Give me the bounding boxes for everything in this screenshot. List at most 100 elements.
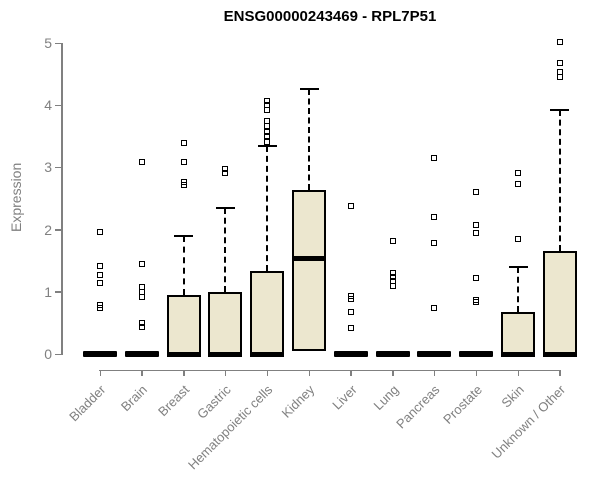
upper-whisker (266, 146, 269, 272)
x-tick-label: Bladder (66, 382, 109, 425)
outlier-point (556, 73, 563, 80)
upper-whisker (182, 235, 185, 295)
outlier-point (264, 133, 271, 140)
outlier-point (515, 235, 521, 242)
outlier-point (347, 296, 354, 303)
box-skin (501, 312, 535, 354)
chart-title: ENSG00000243469 - RPL7P51 (223, 8, 437, 25)
outlier-point (347, 308, 354, 315)
y-tick-label: 2 (44, 221, 52, 238)
x-tick (308, 369, 310, 376)
outlier-point (264, 128, 271, 135)
x-tick (141, 369, 143, 376)
outlier-point (389, 269, 396, 276)
outlier-point (473, 229, 480, 236)
outlier-point (389, 282, 396, 289)
outlier-point (389, 273, 396, 280)
flat-box-pancreas (417, 351, 452, 357)
outlier-point (138, 159, 145, 166)
outlier-point (389, 237, 396, 244)
box-breast (166, 294, 201, 354)
x-tick-label: Liver (328, 382, 360, 413)
outlier-point (515, 180, 521, 187)
outlier-point (515, 169, 521, 176)
outlier-point (97, 229, 103, 236)
median-line (501, 351, 535, 357)
outlier-point (180, 182, 187, 189)
y-axis-line (61, 43, 63, 355)
x-tick-label: Lung (370, 382, 402, 414)
upper-whisker-cap (550, 108, 570, 111)
outlier-point (431, 213, 438, 220)
outlier-point (97, 301, 103, 308)
outlier-point (138, 289, 145, 296)
outlier-point (264, 98, 271, 105)
outlier-point (431, 304, 438, 311)
outlier-point (180, 139, 187, 146)
y-axis-label: Expression (8, 162, 24, 232)
upper-whisker-cap (257, 145, 277, 148)
outlier-point (347, 324, 354, 331)
x-tick (99, 369, 101, 376)
flat-box-bladder (83, 351, 117, 357)
flat-box-lung (375, 351, 410, 357)
outlier-point (347, 293, 354, 300)
y-tick (55, 166, 61, 169)
flat-box-brain (124, 351, 159, 357)
outlier-point (180, 158, 187, 165)
y-tick (55, 229, 61, 231)
x-tick (266, 369, 269, 376)
y-tick (55, 353, 61, 355)
x-tick (475, 369, 478, 376)
upper-whisker-cap (215, 207, 235, 210)
flat-box-prostate (459, 351, 494, 357)
x-tick (224, 369, 227, 376)
y-tick-label: 3 (44, 159, 52, 176)
x-tick-label: Breast (155, 382, 193, 420)
outlier-point (264, 102, 271, 109)
median-line (292, 255, 326, 261)
x-tick-label: Prostate (439, 382, 485, 427)
outlier-point (97, 272, 103, 278)
outlier-point (264, 122, 271, 129)
upper-whisker-cap (299, 88, 319, 91)
outlier-point (97, 304, 103, 311)
outlier-point (431, 155, 438, 162)
y-tick-label: 0 (44, 346, 52, 362)
outlier-point (97, 263, 103, 270)
outlier-point (556, 39, 563, 46)
median-line (166, 351, 201, 357)
outlier-point (138, 324, 145, 331)
upper-whisker (517, 266, 519, 313)
outlier-point (222, 169, 229, 176)
upper-whisker-cap (508, 265, 528, 268)
x-tick-label: Pancreas (393, 382, 444, 432)
box-kidney (292, 189, 326, 351)
box-gastric (208, 292, 243, 354)
upper-whisker (308, 89, 310, 190)
median-line (208, 351, 243, 357)
outlier-point (389, 278, 396, 285)
x-tick (559, 369, 561, 376)
x-tick-label: Skin (498, 382, 527, 411)
outlier-point (138, 293, 145, 300)
box-hematopoietic-cells (250, 271, 285, 354)
outlier-point (180, 178, 187, 185)
outlier-point (347, 202, 354, 209)
median-line (542, 351, 577, 357)
y-tick-label: 1 (44, 283, 52, 300)
median-line (250, 351, 285, 357)
box-unknown-other (542, 250, 577, 354)
upper-whisker-cap (174, 234, 194, 237)
x-tick (392, 369, 394, 376)
outlier-point (431, 240, 438, 247)
y-tick-label: 5 (44, 35, 52, 51)
y-tick-label: 4 (44, 97, 52, 114)
x-tick-label: Kidney (278, 382, 318, 421)
x-tick-label: Brain (118, 382, 151, 415)
outlier-point (473, 299, 480, 306)
x-tick (433, 369, 436, 376)
outlier-point (473, 188, 480, 195)
x-tick-label: Gastric (194, 382, 235, 422)
